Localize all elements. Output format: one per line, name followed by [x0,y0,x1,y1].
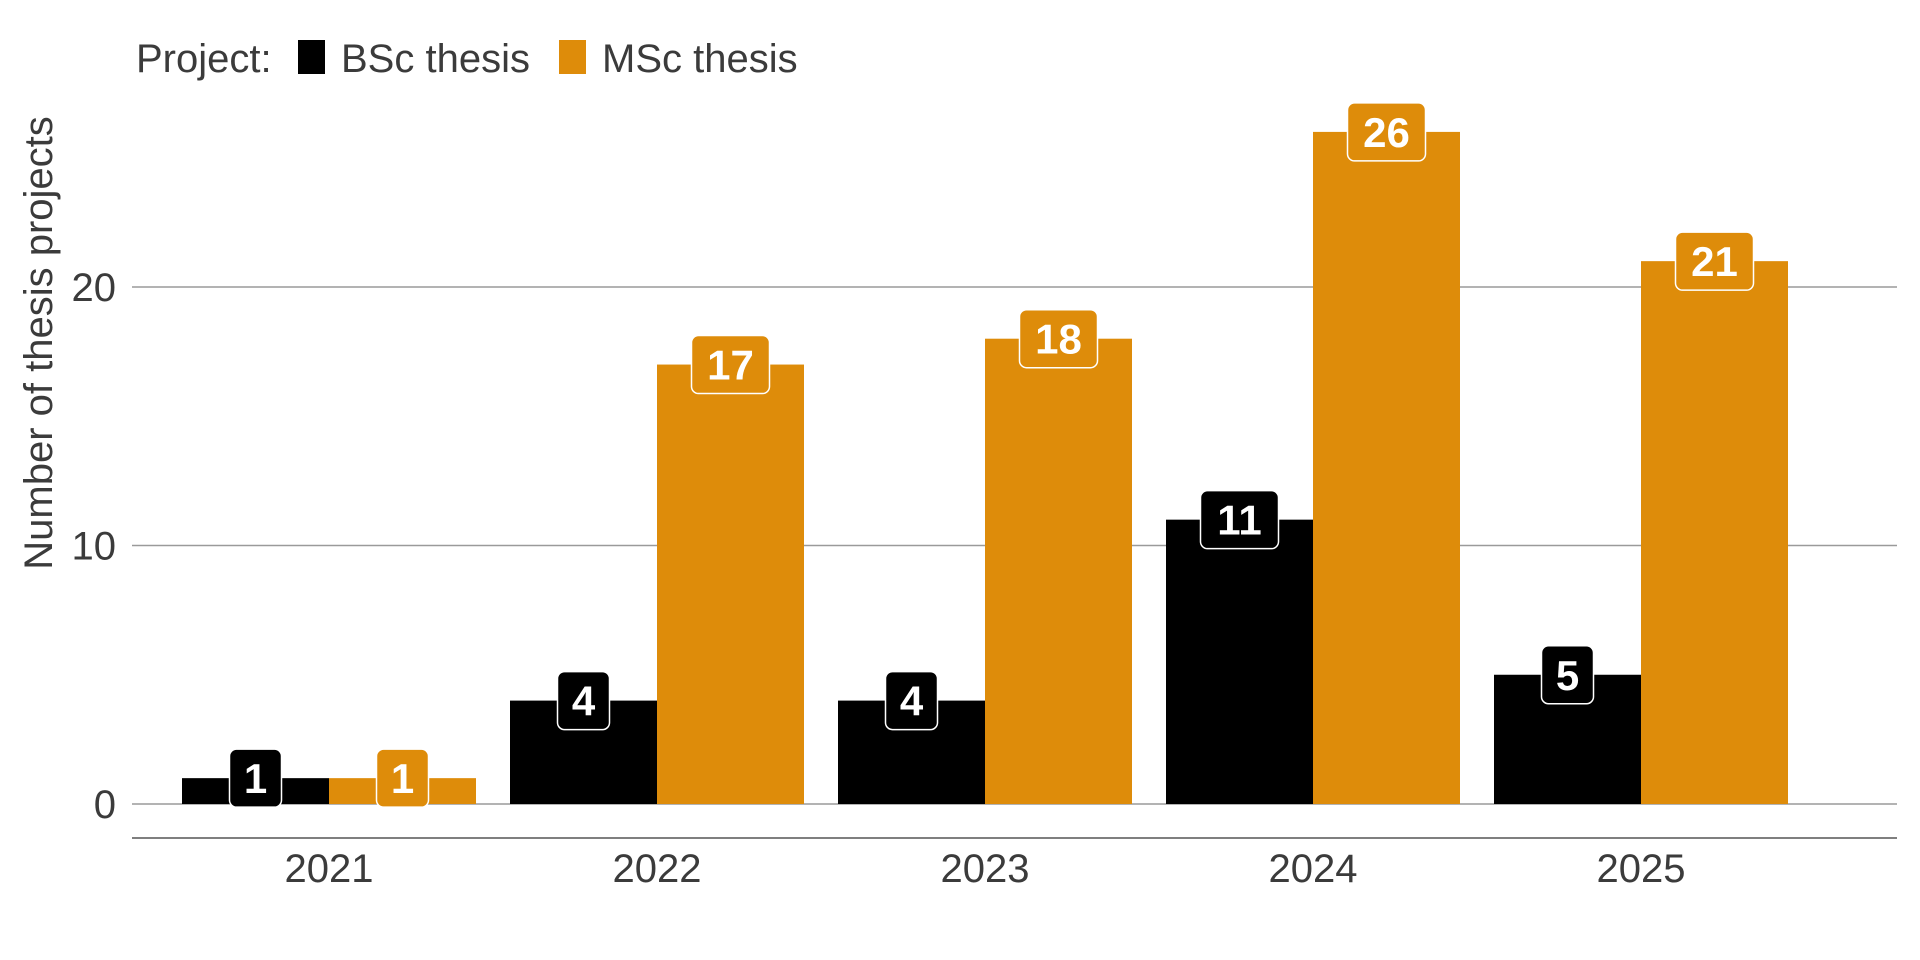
data-label-box [1199,489,1280,550]
legend: Project: BSc thesis MSc thesis [136,37,798,81]
x-tick-label: 2025 [1597,847,1686,891]
data-label-box [1540,645,1595,705]
data-label-box [1674,231,1755,291]
bar-msc-2022 [657,364,804,804]
data-label-box [1018,308,1099,369]
data-label-box [690,334,771,395]
legend-swatch-bsc [298,40,325,74]
data-label: 18 [1035,316,1082,363]
bars [182,131,1788,804]
legend-swatch-msc [559,40,586,74]
data-label: 17 [707,342,754,389]
legend-label-bsc: BSc thesis [341,37,530,81]
data-label: 21 [1691,238,1738,285]
y-tick-label: 20 [72,266,117,310]
data-label: 4 [900,678,924,725]
y-axis-title: Number of thesis projects [17,116,61,570]
data-label-box [228,748,283,808]
bar-bsc-2024 [1166,519,1313,804]
data-label: 1 [244,755,267,802]
bar-msc-2025 [1641,261,1788,804]
data-label-box [1346,102,1427,162]
bar-msc-2023 [985,338,1132,804]
legend-label-msc: MSc thesis [602,37,798,81]
data-label: 1 [391,755,414,802]
legend-title: Project: [136,37,272,81]
data-label: 4 [572,678,596,725]
data-label-box [375,748,430,808]
data-label: 11 [1217,497,1261,544]
data-label: 26 [1363,109,1410,156]
x-tick-labels: 2021 2022 2023 2024 2025 [285,847,1686,891]
x-tick-label: 2022 [613,847,702,891]
bar-msc-2024 [1313,131,1460,804]
data-label-box [884,670,939,731]
y-tick-label: 10 [72,525,117,569]
data-label: 5 [1556,652,1579,699]
y-tick-labels: 0 10 20 [72,266,117,827]
x-tick-label: 2023 [941,847,1030,891]
data-label-box [556,670,611,731]
x-tick-label: 2021 [285,847,374,891]
y-tick-label: 0 [94,783,116,827]
x-tick-label: 2024 [1269,847,1358,891]
